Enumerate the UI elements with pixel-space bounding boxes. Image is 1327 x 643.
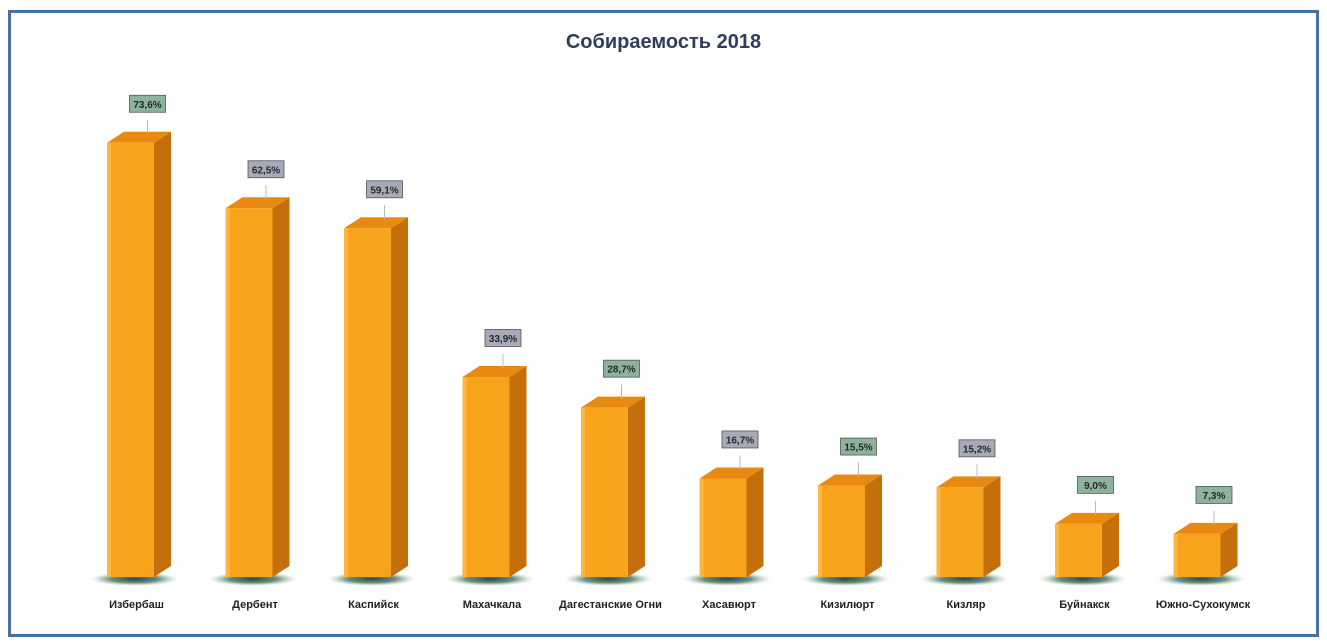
data-label-box xyxy=(247,160,285,179)
category-label: Избербаш xyxy=(109,599,164,611)
category-label: Южно-Сухокумск xyxy=(1156,599,1251,611)
bar-top-face xyxy=(107,131,171,143)
bar-side-face xyxy=(865,474,882,577)
category-label: Дагестанские Огни xyxy=(559,599,662,611)
data-label-box xyxy=(484,329,522,347)
bar-side-face xyxy=(628,396,645,577)
data-label: 33,9% xyxy=(489,334,517,345)
bar-8: 15,2% xyxy=(920,439,1008,586)
chart-title: Собираемость 2018 xyxy=(565,31,762,53)
bar-side-face xyxy=(272,197,290,577)
bar-front-face xyxy=(462,376,510,577)
category-label: Буйнакск xyxy=(1059,599,1110,611)
data-label-box xyxy=(1195,486,1233,504)
bar-side-face xyxy=(1220,522,1238,577)
bar-front-face xyxy=(699,478,747,577)
bar-4: 33,9% xyxy=(446,329,534,586)
bar-side-face xyxy=(983,476,1001,577)
data-label-box xyxy=(1077,475,1114,494)
data-label: 16,7% xyxy=(726,435,754,446)
data-label: 15,5% xyxy=(844,443,872,454)
bar-side-face xyxy=(1102,512,1119,577)
bar-3: 59,1% xyxy=(327,180,416,586)
bar-front-face xyxy=(344,228,391,577)
bar-side-face xyxy=(746,467,764,577)
data-label-box xyxy=(603,359,640,378)
bar-front-face xyxy=(936,487,984,577)
data-label: 73,6% xyxy=(133,100,161,111)
data-label-box xyxy=(129,94,166,113)
bar-top-face xyxy=(581,396,645,408)
data-label-box xyxy=(958,439,996,458)
data-label: 59,1% xyxy=(370,185,398,196)
category-label: Хасавюрт xyxy=(702,599,757,611)
bar-1: 73,6% xyxy=(90,94,179,586)
data-label: 9,0% xyxy=(1084,481,1107,492)
bar-top-face xyxy=(462,365,527,377)
bar-front-face xyxy=(107,142,154,577)
category-label: Дербент xyxy=(232,599,278,611)
bar-front-face xyxy=(581,407,628,577)
bar-top-face xyxy=(699,467,764,479)
bar-top-face xyxy=(344,217,408,229)
data-label: 28,7% xyxy=(607,365,635,376)
bar-front-face xyxy=(1173,533,1221,577)
bar-top-face xyxy=(225,197,290,209)
bar-front-face xyxy=(225,208,273,577)
data-label: 62,5% xyxy=(252,165,280,176)
data-label-box xyxy=(840,437,877,456)
bar-highlight xyxy=(344,228,348,577)
category-label: Махачкала xyxy=(463,599,522,611)
bar-highlight xyxy=(818,485,822,577)
bar-side-face xyxy=(391,217,408,577)
bar-front-face xyxy=(818,485,865,577)
data-label-box xyxy=(721,430,759,449)
category-label: Кизилюрт xyxy=(820,599,875,611)
bar-side-face xyxy=(154,131,171,577)
bar-7: 15,5% xyxy=(801,437,890,586)
bar-highlight xyxy=(581,407,585,577)
bar-top-face xyxy=(818,474,882,486)
bar-highlight xyxy=(1055,523,1059,577)
bar-2: 62,5% xyxy=(209,160,297,586)
bar-highlight xyxy=(1173,533,1178,577)
bar-top-face xyxy=(1173,522,1238,534)
data-label-box xyxy=(366,180,403,199)
bar-front-face xyxy=(1055,523,1102,577)
bar-6: 16,7% xyxy=(683,430,771,586)
bar-9: 9,0% xyxy=(1038,475,1127,586)
bar-highlight xyxy=(699,478,704,577)
bar-highlight xyxy=(936,487,941,577)
bar-highlight xyxy=(225,208,230,577)
category-label: Каспийск xyxy=(348,599,399,611)
data-label: 15,2% xyxy=(963,444,991,455)
bar-highlight xyxy=(462,376,467,577)
bar-top-face xyxy=(1055,512,1119,524)
bar-10: 7,3% xyxy=(1157,486,1245,586)
bar-side-face xyxy=(509,365,527,577)
bar-highlight xyxy=(107,142,111,577)
category-label: Кизляр xyxy=(947,599,986,611)
data-label: 7,3% xyxy=(1203,491,1226,502)
bar-top-face xyxy=(936,476,1001,488)
bar-5: 28,7% xyxy=(564,359,653,586)
